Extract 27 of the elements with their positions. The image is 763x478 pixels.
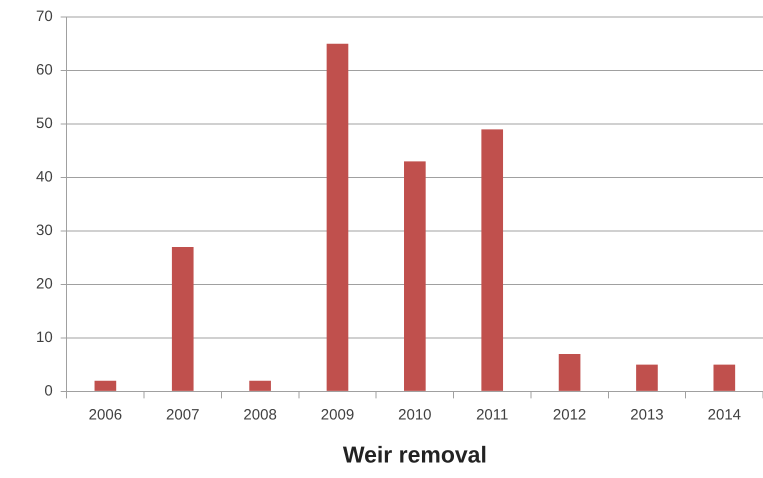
- y-tick-label: 70: [36, 8, 53, 26]
- x-tick-label: 2009: [320, 406, 354, 424]
- bar: [94, 380, 116, 391]
- bar: [636, 364, 658, 391]
- bar: [249, 380, 271, 391]
- x-tick-label: 2011: [476, 406, 508, 424]
- x-axis-title: Weir removal: [342, 442, 487, 468]
- y-tick-label: 20: [36, 276, 53, 293]
- x-tick-label: 2008: [243, 406, 277, 424]
- bar: [326, 44, 348, 391]
- y-tick-label: 30: [36, 222, 53, 240]
- y-tick-label: 60: [36, 62, 53, 79]
- bar: [172, 246, 194, 391]
- y-tick-label: 0: [44, 382, 53, 400]
- bar: [713, 364, 736, 391]
- x-tick-label: 2010: [398, 406, 432, 424]
- x-tick-label: 2006: [88, 406, 122, 424]
- bar: [558, 354, 580, 391]
- x-tick-label: 2012: [552, 406, 586, 424]
- x-tick-label: 2007: [166, 406, 200, 424]
- bar: [481, 129, 504, 391]
- y-tick-label: 40: [36, 168, 53, 186]
- y-tick-label: 10: [36, 329, 53, 346]
- x-tick-label: 2014: [708, 406, 742, 424]
- bar: [404, 161, 426, 391]
- x-tick-label: 2013: [630, 406, 664, 424]
- y-tick-label: 50: [36, 115, 53, 132]
